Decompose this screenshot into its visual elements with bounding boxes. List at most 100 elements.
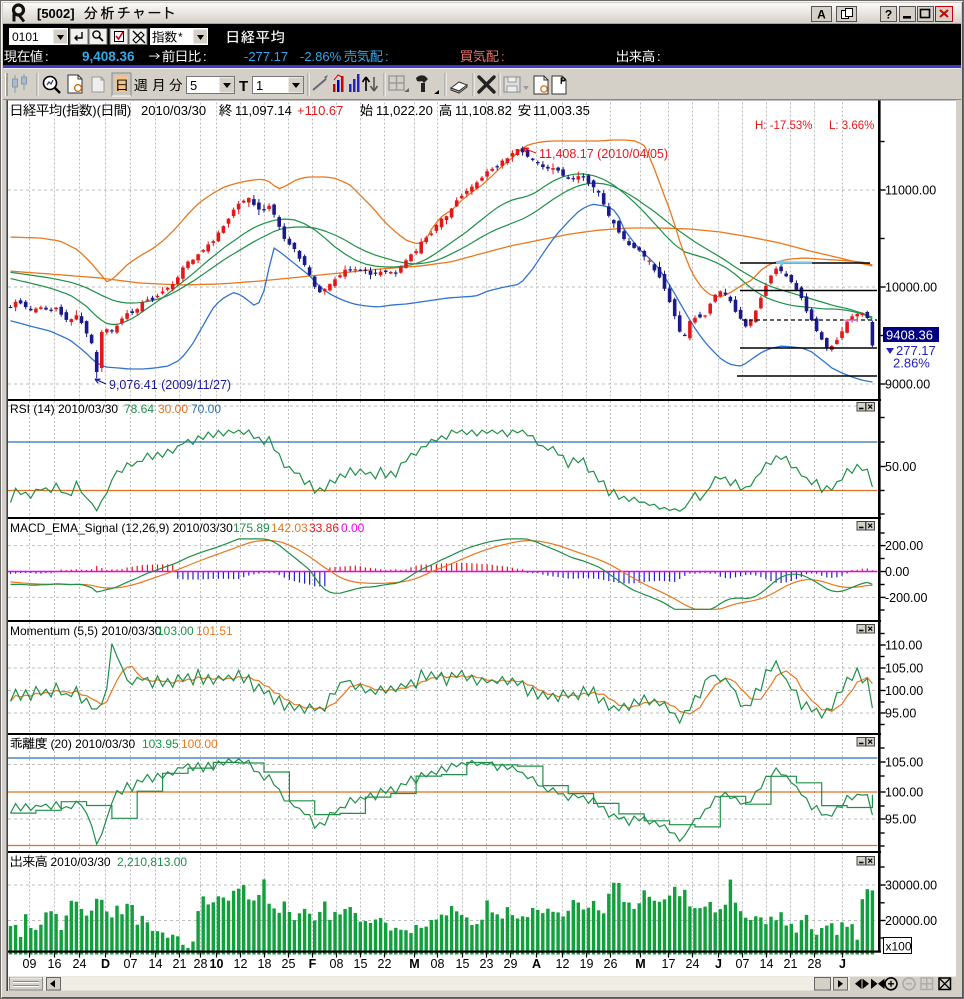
svg-text:07: 07 xyxy=(736,957,750,971)
svg-text:11,108.82: 11,108.82 xyxy=(455,103,512,118)
svg-text:)(: )( xyxy=(92,103,101,118)
svg-text:17: 17 xyxy=(662,957,676,971)
svg-text:33.86: 33.86 xyxy=(309,521,339,535)
svg-text:Momentum (5,5) 2010/03/30: Momentum (5,5) 2010/03/30 xyxy=(10,624,162,638)
svg-text:+110.67: +110.67 xyxy=(297,103,343,118)
svg-text:277.17: 277.17 xyxy=(896,343,936,358)
svg-text:12: 12 xyxy=(234,957,248,971)
svg-text:28: 28 xyxy=(194,957,208,971)
svg-text:200.00: 200.00 xyxy=(885,539,923,553)
svg-text:70.00: 70.00 xyxy=(191,402,221,416)
svg-text:H: -17.53%: H: -17.53% xyxy=(755,120,813,132)
svg-text:0.00: 0.00 xyxy=(341,521,365,535)
svg-text:100.00: 100.00 xyxy=(885,684,923,698)
svg-text:5: 5 xyxy=(190,78,197,93)
svg-text::: : xyxy=(657,49,661,64)
svg-text:2010/03/30: 2010/03/30 xyxy=(51,855,111,869)
svg-text:11,097.14: 11,097.14 xyxy=(235,103,292,118)
svg-text:*: * xyxy=(178,30,183,44)
svg-text:D: D xyxy=(101,957,110,971)
svg-text:20000.00: 20000.00 xyxy=(885,914,937,928)
svg-text:23: 23 xyxy=(480,957,494,971)
svg-text:): ) xyxy=(127,103,131,118)
svg-text:15: 15 xyxy=(456,957,470,971)
svg-text:78.64: 78.64 xyxy=(124,402,154,416)
svg-text:0.00: 0.00 xyxy=(885,565,909,579)
svg-text:22: 22 xyxy=(378,957,392,971)
svg-text::: : xyxy=(385,49,389,64)
svg-text:110.00: 110.00 xyxy=(885,639,922,653)
svg-text::: : xyxy=(501,49,505,64)
svg-text:1: 1 xyxy=(256,78,263,93)
svg-text:10: 10 xyxy=(210,957,224,971)
svg-text:-277.17: -277.17 xyxy=(244,49,288,64)
svg-text::: : xyxy=(45,49,49,64)
svg-text:J: J xyxy=(839,957,846,971)
svg-text:9408.36: 9408.36 xyxy=(886,328,933,343)
svg-text:101.51: 101.51 xyxy=(196,624,233,638)
svg-text:9,076.41 (2009/11/27): 9,076.41 (2009/11/27) xyxy=(109,378,231,392)
svg-text:95.00: 95.00 xyxy=(885,813,916,827)
svg-text:21: 21 xyxy=(784,957,798,971)
svg-text:30.00: 30.00 xyxy=(158,402,188,416)
svg-text:11,408.17 (2010/04/05): 11,408.17 (2010/04/05) xyxy=(539,147,668,161)
svg-text:100.00: 100.00 xyxy=(181,737,218,751)
svg-text:L: 3.66%: L: 3.66% xyxy=(829,120,874,132)
svg-text:16: 16 xyxy=(48,957,62,971)
svg-text:103.95: 103.95 xyxy=(142,737,179,751)
svg-text:11,003.35: 11,003.35 xyxy=(533,103,590,118)
svg-text:08: 08 xyxy=(330,957,344,971)
svg-text:30000.00: 30000.00 xyxy=(885,879,937,893)
svg-text:28: 28 xyxy=(808,957,822,971)
svg-text:95.00: 95.00 xyxy=(885,707,916,721)
svg-text:RSI (14) 2010/03/30: RSI (14) 2010/03/30 xyxy=(10,402,118,416)
svg-text:11000.00: 11000.00 xyxy=(885,184,936,198)
svg-text:M: M xyxy=(409,957,419,971)
svg-text:-200.00: -200.00 xyxy=(885,591,927,605)
svg-text:T: T xyxy=(239,78,248,95)
svg-text:2.86%: 2.86% xyxy=(893,356,930,371)
svg-text:A: A xyxy=(817,8,826,22)
svg-text:105.00: 105.00 xyxy=(885,662,923,676)
svg-text:09: 09 xyxy=(23,957,37,971)
svg-text:(20) 2010/03/30: (20) 2010/03/30 xyxy=(51,737,136,751)
svg-text:10000.00: 10000.00 xyxy=(885,281,937,295)
svg-text:29: 29 xyxy=(504,957,518,971)
svg-text:14: 14 xyxy=(149,957,163,971)
svg-text:21: 21 xyxy=(173,957,187,971)
svg-text:P: P xyxy=(560,76,566,86)
svg-text:F: F xyxy=(309,957,317,971)
svg-text:19: 19 xyxy=(580,957,594,971)
svg-text:J: J xyxy=(715,957,722,971)
svg-text:18: 18 xyxy=(258,957,272,971)
svg-text:50.00: 50.00 xyxy=(885,460,916,474)
svg-text:08: 08 xyxy=(431,957,445,971)
svg-text:-2.86%: -2.86% xyxy=(300,49,342,64)
svg-text:0101: 0101 xyxy=(12,30,39,44)
svg-text:x100: x100 xyxy=(886,940,912,954)
svg-text:11,022.20: 11,022.20 xyxy=(376,103,433,118)
svg-text:9,408.36: 9,408.36 xyxy=(82,49,135,64)
svg-text:A: A xyxy=(532,957,541,971)
svg-text:M: M xyxy=(635,957,645,971)
svg-text:2,210,813.00: 2,210,813.00 xyxy=(117,855,187,869)
svg-text:[5002]: [5002] xyxy=(37,6,75,21)
svg-text:105.00: 105.00 xyxy=(885,756,923,770)
svg-text:24: 24 xyxy=(73,957,87,971)
svg-text:100.00: 100.00 xyxy=(885,786,923,800)
svg-text:142.03: 142.03 xyxy=(271,521,308,535)
svg-text:07: 07 xyxy=(124,957,138,971)
svg-text:?: ? xyxy=(885,8,892,22)
svg-text:(: ( xyxy=(62,103,67,118)
svg-text::: : xyxy=(203,49,207,64)
svg-text:175.89: 175.89 xyxy=(233,521,270,535)
svg-text:2010/03/30: 2010/03/30 xyxy=(141,103,206,118)
svg-text:24: 24 xyxy=(686,957,700,971)
svg-text:14: 14 xyxy=(760,957,774,971)
svg-text:26: 26 xyxy=(604,957,618,971)
svg-text:9000.00: 9000.00 xyxy=(885,378,930,392)
svg-text:25: 25 xyxy=(282,957,296,971)
svg-text:12: 12 xyxy=(556,957,570,971)
svg-text:MACD_EMA_Signal (12,26,9) 2010: MACD_EMA_Signal (12,26,9) 2010/03/30 xyxy=(10,521,233,535)
svg-text:103.00: 103.00 xyxy=(157,624,194,638)
